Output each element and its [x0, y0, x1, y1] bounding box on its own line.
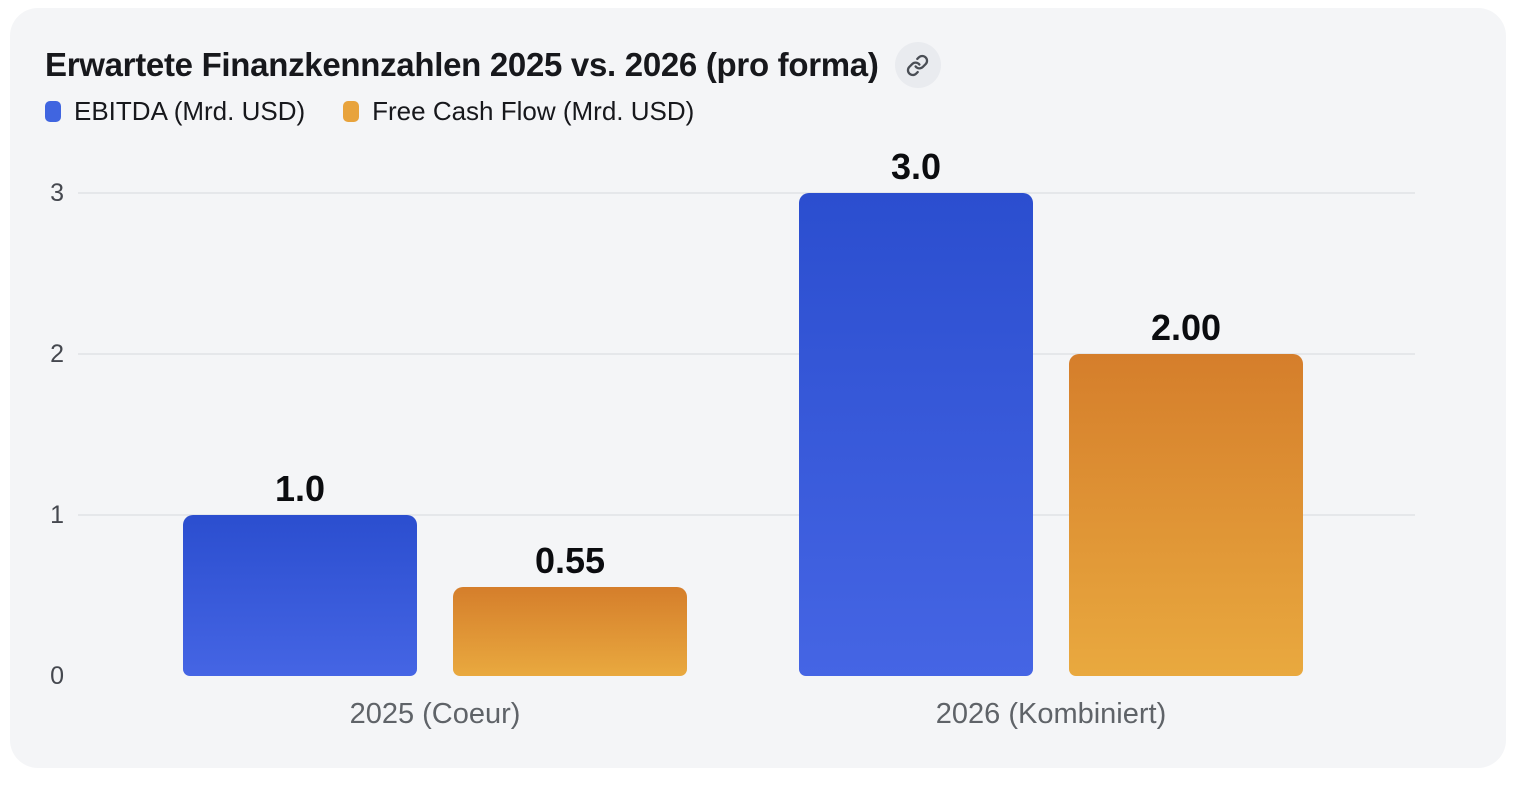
chart-header: Erwartete Finanzkennzahlen 2025 vs. 2026… [45, 42, 941, 88]
bar-ebitda-mrd-usd-2026-kombiniert[interactable] [799, 193, 1033, 676]
y-tick-label-1: 1 [50, 501, 64, 529]
legend-item-ebitda[interactable]: EBITDA (Mrd. USD) [45, 96, 305, 127]
legend-label-ebitda: EBITDA (Mrd. USD) [74, 96, 306, 126]
y-tick-label-3: 3 [50, 179, 64, 207]
gridline-y-1 [78, 514, 1415, 516]
legend-item-free-cash-flow[interactable]: Free Cash Flow (Mrd. USD) [343, 96, 694, 127]
category-label-2026-kombiniert: 2026 (Kombiniert) [935, 698, 1167, 730]
link-icon [906, 54, 929, 77]
y-tick-label-2: 2 [50, 340, 64, 368]
bar-free-cash-flow-mrd-usd-2026-kombiniert[interactable] [1069, 354, 1303, 676]
link-button[interactable] [894, 42, 941, 88]
category-label-2025-coeur: 2025 (Coeur) [349, 698, 521, 730]
value-label-ebitda-mrd-usd-2025-coeur: 1.0 [274, 468, 326, 509]
value-label-free-cash-flow-mrd-usd-2025-coeur: 0.55 [534, 540, 606, 582]
chart-title: Erwartete Finanzkennzahlen 2025 vs. 2026… [45, 46, 879, 83]
gridline-y-2 [78, 353, 1415, 355]
bar-ebitda-mrd-usd-2025-coeur[interactable] [183, 515, 417, 676]
legend-label-free-cash-flow: Free Cash Flow (Mrd. USD) [372, 96, 695, 126]
gridline-y-3 [78, 192, 1415, 194]
value-label-free-cash-flow-mrd-usd-2026-kombiniert: 2.00 [1150, 307, 1222, 348]
y-tick-label-0: 0 [50, 662, 64, 690]
value-label-ebitda-mrd-usd-2026-kombiniert: 3.0 [890, 146, 942, 187]
legend-swatch-free-cash-flow [343, 101, 360, 122]
legend-swatch-ebitda [45, 101, 61, 122]
bar-free-cash-flow-mrd-usd-2025-coeur[interactable] [453, 587, 687, 676]
chart-legend: EBITDA (Mrd. USD) Free Cash Flow (Mrd. U… [45, 96, 694, 127]
